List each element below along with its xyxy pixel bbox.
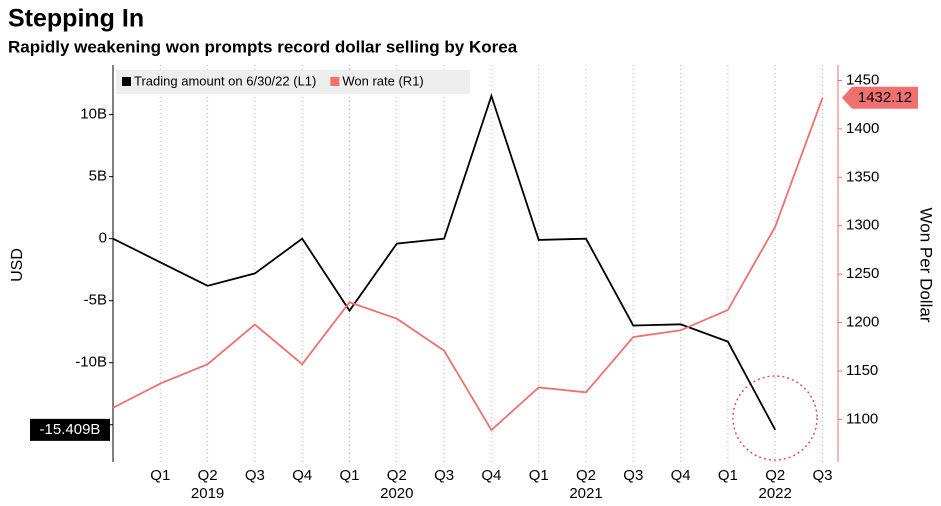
legend-swatch: [330, 77, 340, 86]
x-group-label: 2021: [569, 485, 602, 502]
x-group-label: 2022: [759, 485, 792, 502]
y2-axis-label: Won Per Dollar: [917, 208, 936, 323]
value-label-box: [30, 418, 110, 441]
x-tick-label: Q3: [434, 467, 454, 484]
x-tick-label: Q3: [623, 467, 643, 484]
series-line: [112, 97, 824, 432]
legend-label: Trading amount on 6/30/22 (L1): [134, 73, 316, 88]
legend: Trading amount on 6/30/22 (L1) Won rate (…: [116, 70, 470, 94]
x-tick-label: Q1: [150, 467, 170, 484]
value-label-box: [842, 86, 918, 109]
x-group-label: 2020: [380, 485, 413, 502]
legend-box: [116, 70, 470, 94]
y2-tick-label: 1350: [846, 168, 879, 185]
y2-tick-label: 1400: [846, 120, 879, 137]
y-tick-label: 5B: [89, 168, 107, 185]
x-tick-label: Q2: [387, 467, 407, 484]
y2-tick-label: 1150: [846, 362, 878, 379]
y-axis-label: USD: [9, 248, 26, 282]
x-tick-label: Q2: [576, 467, 596, 484]
chart-subtitle: Rapidly weakening won prompts record dol…: [8, 37, 518, 56]
y-tick-label: 0: [99, 230, 107, 247]
x-tick-label: Q4: [292, 467, 312, 484]
value-label: 1432.12: [858, 89, 912, 106]
y2-tick-label: 1450: [846, 71, 879, 88]
y-tick-label: -10B: [75, 354, 107, 371]
y2-tick-label: 1300: [846, 217, 879, 234]
x-tick-label: Q2: [765, 467, 785, 484]
x-group-label: 2019: [191, 485, 224, 502]
y-tick-label: -5B: [84, 292, 107, 309]
y2-tick-label: 1200: [846, 314, 879, 331]
y-tick-label: 10B: [80, 106, 107, 123]
series-line: [112, 93, 776, 431]
y2-tick-label: 1100: [846, 410, 878, 427]
chart-title: Stepping In: [8, 5, 144, 33]
value-label: -15.409B: [40, 421, 101, 438]
legend-swatch: [122, 77, 131, 86]
x-tick-label: Q3: [812, 467, 832, 484]
x-tick-label: Q4: [671, 467, 691, 484]
highlight-circle: [732, 375, 818, 461]
x-tick-label: Q4: [481, 467, 501, 484]
y2-tick-label: 1250: [846, 265, 879, 282]
x-tick-label: Q3: [245, 467, 265, 484]
x-tick-label: Q1: [339, 467, 359, 484]
legend-label: Won rate (R1): [342, 73, 423, 88]
x-tick-label: Q1: [718, 467, 738, 484]
x-tick-label: Q1: [529, 467, 549, 484]
x-tick-label: Q2: [198, 467, 218, 484]
